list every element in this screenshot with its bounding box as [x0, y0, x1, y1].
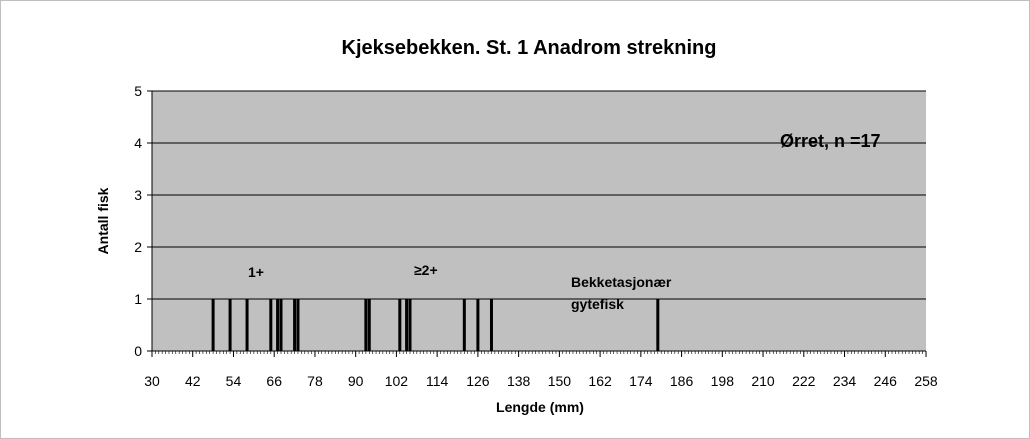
x-tick-label: 126 [466, 373, 490, 389]
bar [296, 299, 300, 351]
bar [408, 299, 412, 351]
bar [367, 299, 371, 351]
x-tick-label: 42 [185, 373, 201, 389]
bar [462, 299, 466, 351]
x-tick-label: 258 [914, 373, 938, 389]
x-tick-label: 78 [307, 373, 323, 389]
x-axis-label: Lengde (mm) [496, 399, 584, 415]
x-tick-label: 138 [507, 373, 531, 389]
x-tick-label: 222 [792, 373, 816, 389]
bar [211, 299, 215, 351]
y-tick-label: 5 [134, 83, 142, 99]
bar [269, 299, 273, 351]
bar [476, 299, 480, 351]
y-tick-label: 4 [134, 135, 142, 151]
y-tick-label: 0 [134, 343, 142, 359]
annotation: gytefisk [571, 296, 624, 312]
x-tick-label: 246 [874, 373, 898, 389]
bar [656, 299, 660, 351]
x-tick-label: 90 [348, 373, 364, 389]
y-axis-label: Antall fisk [95, 187, 111, 254]
y-tick-label: 1 [134, 291, 142, 307]
annotation: Ørret, n =17 [780, 131, 881, 151]
bar [489, 299, 493, 351]
x-tick-label: 186 [670, 373, 694, 389]
bar [405, 299, 409, 351]
x-tick-label: 198 [711, 373, 735, 389]
bar [276, 299, 280, 351]
x-tick-label: 210 [751, 373, 775, 389]
x-tick-label: 30 [144, 373, 160, 389]
bar [398, 299, 402, 351]
bar [279, 299, 283, 351]
x-tick-label: 114 [426, 373, 449, 389]
bar [245, 299, 249, 351]
y-tick-label: 3 [134, 187, 142, 203]
y-tick-label: 2 [134, 239, 142, 255]
x-tick-label: 174 [629, 373, 653, 389]
x-tick-label: 162 [588, 373, 612, 389]
x-tick-label: 234 [833, 373, 857, 389]
annotation: 1+ [248, 264, 264, 280]
bar [228, 299, 232, 351]
x-tick-label: 102 [385, 373, 409, 389]
bar [293, 299, 297, 351]
annotation: ≥2+ [414, 262, 438, 278]
bar [364, 299, 368, 351]
chart-title: Kjeksebekken. St. 1 Anadrom strekning [342, 37, 717, 59]
plot-area [152, 91, 926, 351]
x-tick-label: 66 [266, 373, 282, 389]
annotation: Bekketasjonær [571, 274, 672, 290]
x-tick-label: 150 [548, 373, 572, 389]
x-tick-label: 54 [226, 373, 242, 389]
